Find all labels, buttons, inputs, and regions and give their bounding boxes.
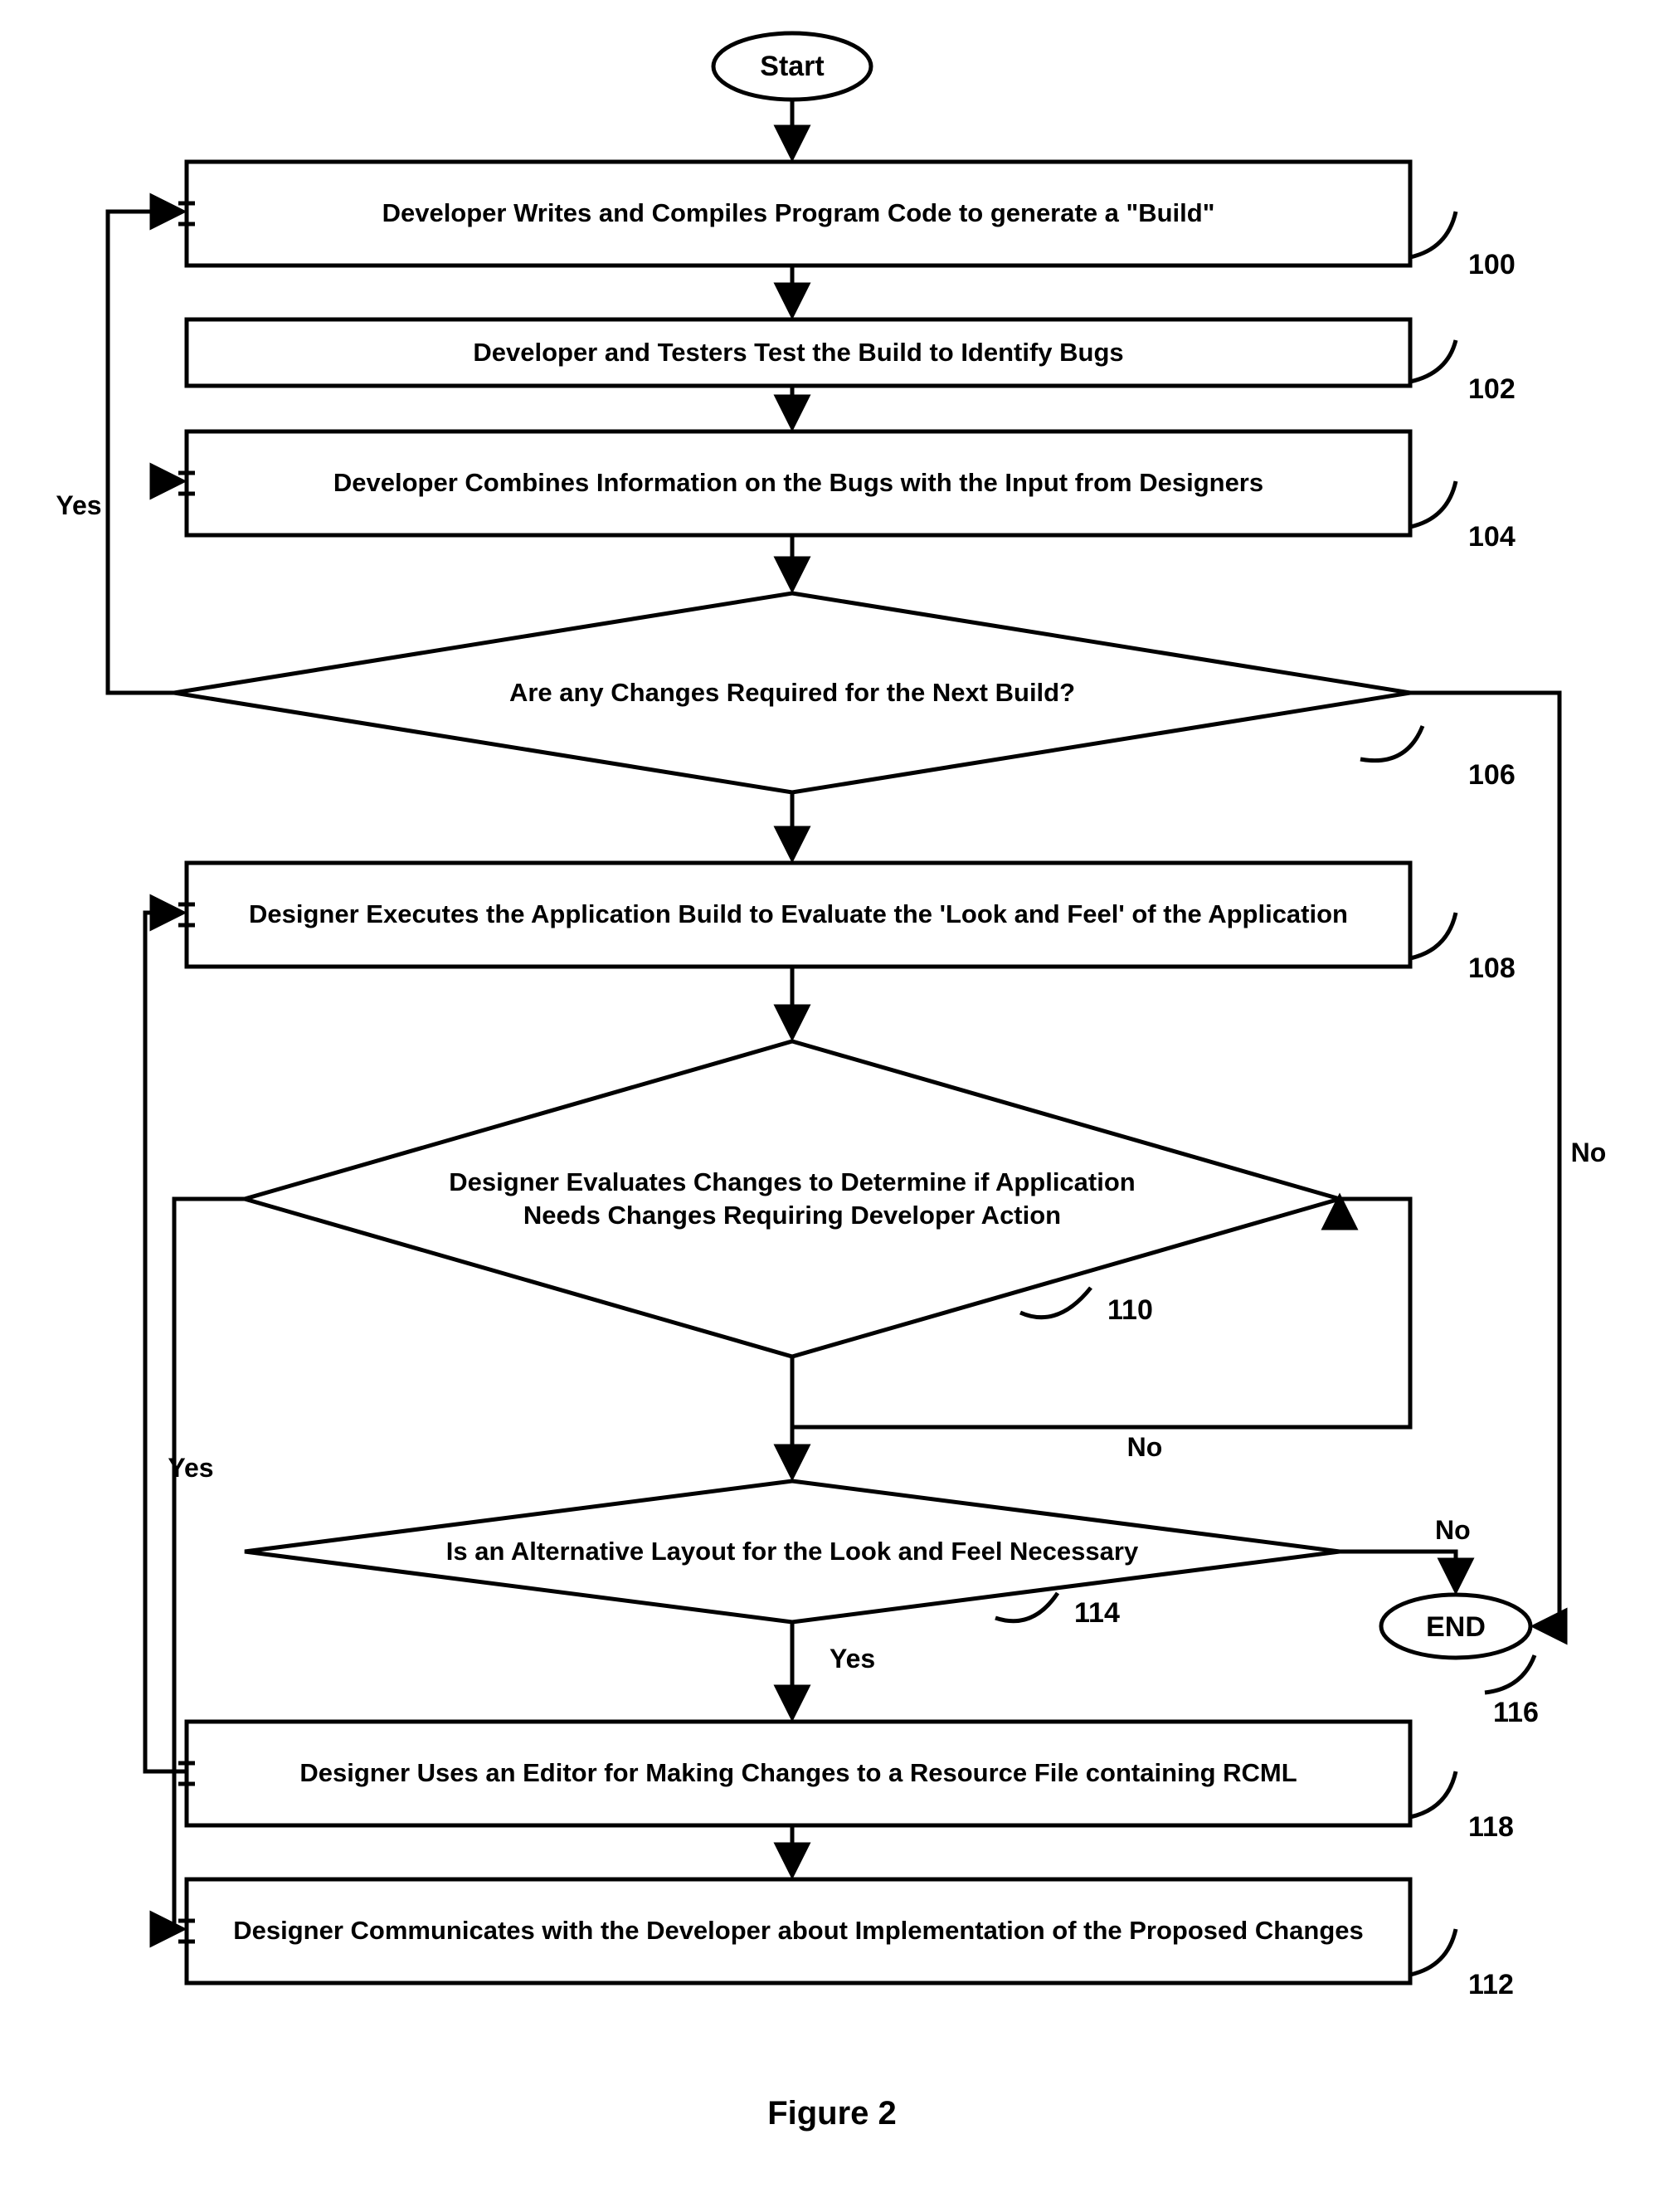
edge-110-no: No [1127, 1432, 1163, 1462]
node-112-text: Designer Communicates with the Developer… [195, 1883, 1402, 1979]
node-102-ref: 102 [1468, 373, 1516, 405]
edge-106-yes: Yes [56, 490, 101, 520]
figure-label: Figure 2 [767, 2095, 897, 2132]
start-label: Start [760, 51, 824, 82]
edge-106-no: No [1571, 1138, 1607, 1167]
edge-114-yes: Yes [830, 1644, 875, 1674]
node-118-text: Designer Uses an Editor for Making Chang… [195, 1726, 1402, 1821]
node-118-ref: 118 [1468, 1811, 1514, 1843]
node-104-text: Developer Combines Information on the Bu… [195, 436, 1402, 531]
node-110-text: Designer Evaluates Changes to Determine … [415, 1133, 1170, 1265]
node-112: Designer Communicates with the Developer… [187, 1879, 1514, 2000]
node-114-ref: 114 [1074, 1597, 1120, 1629]
flowchart-figure: Start Developer Writes and Compiles Prog… [0, 0, 1664, 2212]
node-112-ref: 112 [1468, 1969, 1514, 2000]
node-100: Developer Writes and Compiles Program Co… [187, 162, 1516, 280]
edge-110-yes: Yes [168, 1453, 213, 1483]
node-110: Designer Evaluates Changes to Determine … [245, 1041, 1340, 1357]
node-108-ref: 108 [1468, 953, 1516, 984]
node-100-text: Developer Writes and Compiles Program Co… [195, 166, 1402, 261]
node-100-ref: 100 [1468, 249, 1516, 280]
node-106: Are any Changes Required for the Next Bu… [174, 593, 1516, 792]
node-114: Is an Alternative Layout for the Look an… [245, 1481, 1340, 1629]
node-114-text: Is an Alternative Layout for the Look an… [382, 1510, 1203, 1593]
node-102: Developer and Testers Test the Build to … [187, 319, 1516, 405]
end-node: END 116 [1381, 1595, 1539, 1728]
node-108-text: Designer Executes the Application Build … [195, 867, 1402, 962]
edge-114-no: No [1435, 1515, 1471, 1545]
node-108: Designer Executes the Application Build … [187, 863, 1516, 984]
node-118: Designer Uses an Editor for Making Chang… [187, 1722, 1514, 1843]
node-116-ref: 116 [1493, 1697, 1539, 1728]
start-node: Start [713, 33, 871, 100]
node-110-ref: 110 [1107, 1294, 1153, 1326]
node-104: Developer Combines Information on the Bu… [187, 431, 1516, 553]
end-label: END [1426, 1611, 1486, 1643]
node-106-text: Are any Changes Required for the Next Bu… [348, 655, 1236, 730]
node-104-ref: 104 [1468, 521, 1516, 553]
node-106-ref: 106 [1468, 759, 1516, 791]
node-102-text: Developer and Testers Test the Build to … [195, 321, 1402, 384]
